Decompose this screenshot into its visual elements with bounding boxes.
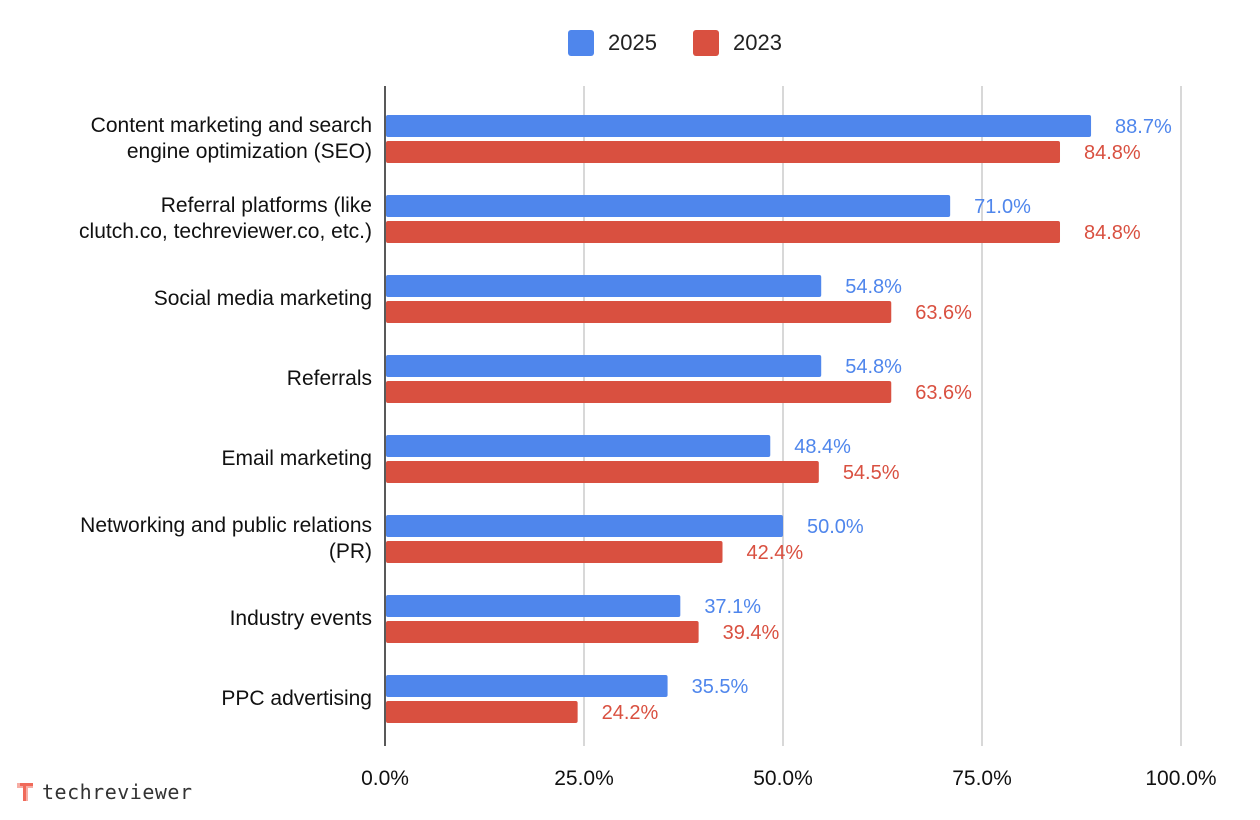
legend-swatch-2023: [693, 30, 719, 56]
data-label-2023: 84.8%: [1084, 222, 1141, 244]
category-label: Social media marketing: [12, 286, 372, 312]
category-label-line: Referrals: [286, 367, 372, 390]
techreviewer-logo: techreviewer: [14, 780, 193, 804]
category-label: PPC advertising: [12, 686, 372, 712]
legend-item-2023: 2023: [693, 28, 782, 58]
data-label-2023: 42.4%: [747, 542, 804, 564]
x-tick-label: 75.0%: [952, 767, 1012, 790]
category-label-line: (PR): [328, 540, 372, 563]
category-label: Referrals: [12, 366, 372, 392]
logo-text: techreviewer: [42, 780, 193, 804]
bar-2025: [386, 595, 681, 617]
data-label-2025: 54.8%: [845, 356, 902, 378]
x-tick-label: 0.0%: [361, 767, 409, 790]
bar-2025: [386, 435, 771, 457]
bar-2023: [386, 461, 819, 483]
x-tick-labels: 0.0% 25.0% 50.0% 75.0% 100.0%: [361, 767, 1217, 790]
bar-2023: [386, 701, 578, 723]
bar-2025: [386, 195, 951, 217]
bar-2025: [386, 515, 783, 537]
legend-label-2025: 2025: [608, 30, 657, 55]
legend-swatch-2025: [568, 30, 594, 56]
category-label: Content marketing and search engine optim…: [12, 113, 372, 165]
bar-2025: [386, 275, 822, 297]
data-label-2025: 54.8%: [845, 276, 902, 298]
category-label: Networking and public relations (PR): [12, 513, 372, 565]
gridlines: [583, 86, 1182, 746]
legend-item-2025: 2025: [568, 28, 657, 58]
category-label-line: Content marketing and search: [90, 114, 372, 137]
data-labels: 88.7% 84.8% 71.0% 84.8% 54.8% 63.6% 54.8% 63.6%…: [602, 116, 1172, 724]
category-label-line: Email marketing: [221, 447, 372, 470]
data-label-2025: 50.0%: [807, 516, 864, 538]
data-label-2023: 63.6%: [915, 382, 972, 404]
data-label-2023: 63.6%: [915, 302, 972, 324]
category-label-line: PPC advertising: [221, 687, 372, 710]
data-label-2023: 54.5%: [843, 462, 900, 484]
x-tick-label: 100.0%: [1145, 767, 1216, 790]
category-label-line: Referral platforms (like: [160, 194, 372, 217]
x-tick-label: 50.0%: [753, 767, 813, 790]
data-label-2025: 37.1%: [704, 596, 761, 618]
category-label-line: Social media marketing: [153, 287, 372, 310]
legend: 2025 2023: [0, 28, 1260, 58]
category-label-line: Networking and public relations: [80, 514, 372, 537]
data-label-2025: 35.5%: [692, 676, 749, 698]
category-label: Industry events: [12, 606, 372, 632]
data-label-2025: 71.0%: [974, 196, 1031, 218]
bar-2023: [386, 541, 723, 563]
category-label-line: Industry events: [229, 607, 372, 630]
bar-2023: [386, 221, 1061, 243]
category-label-line: engine optimization (SEO): [126, 140, 372, 163]
category-label: Email marketing: [12, 446, 372, 472]
techreviewer-logo-icon: [17, 783, 33, 801]
data-label-2023: 84.8%: [1084, 142, 1141, 164]
data-label-2023: 39.4%: [723, 622, 780, 644]
bar-2023: [386, 381, 892, 403]
bar-2023: [386, 621, 699, 643]
data-label-2023: 24.2%: [602, 702, 659, 724]
bars: [386, 115, 1092, 723]
x-tick-label: 25.0%: [554, 767, 614, 790]
data-label-2025: 88.7%: [1115, 116, 1172, 138]
legend-label-2023: 2023: [733, 30, 782, 55]
bar-2025: [386, 115, 1092, 137]
bar-2023: [386, 141, 1061, 163]
bar-2025: [386, 675, 668, 697]
category-label-line: clutch.co, techreviewer.co, etc.): [79, 220, 372, 243]
data-label-2025: 48.4%: [794, 436, 851, 458]
bar-2025: [386, 355, 822, 377]
category-label: Referral platforms (like clutch.co, techr…: [12, 193, 372, 245]
bar-2023: [386, 301, 892, 323]
